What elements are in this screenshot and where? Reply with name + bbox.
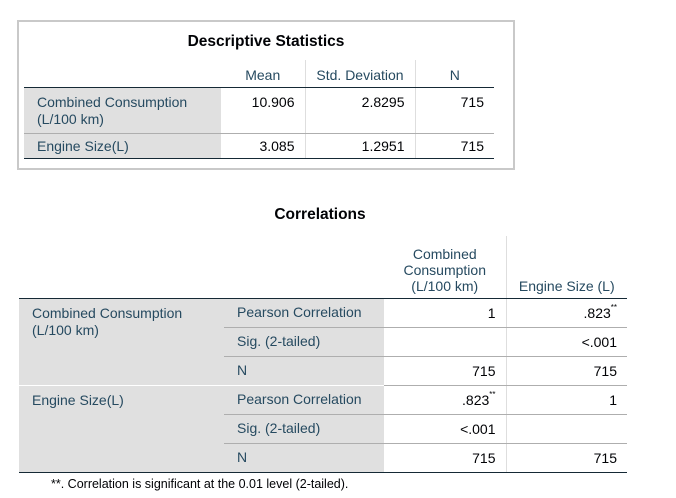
correlation-value: 715 bbox=[384, 443, 506, 473]
correlation-row: N 715 715 bbox=[19, 443, 627, 473]
statistic-label: Sig. (2-tailed) bbox=[224, 327, 384, 357]
correlation-value: 715 bbox=[384, 356, 506, 386]
descriptive-statistics-title: Descriptive Statistics bbox=[187, 33, 345, 50]
row-group-label: Combined Consumption (L/100 km) bbox=[19, 298, 224, 386]
descriptive-statistics-table: Mean Std. Deviation N Combined Consumpti… bbox=[24, 60, 494, 159]
correlations-header-row: Combined Consumption (L/100 km) Engine S… bbox=[19, 236, 627, 299]
correlation-row: Sig. (2-tailed) <.001 bbox=[19, 414, 627, 444]
correlation-row: Sig. (2-tailed) <.001 bbox=[19, 327, 627, 357]
correlations-table: Combined Consumption (L/100 km) Engine S… bbox=[19, 236, 627, 473]
n-value: 715 bbox=[415, 87, 494, 134]
column-header-n: N bbox=[415, 60, 494, 88]
statistic-label: Pearson Correlation bbox=[224, 298, 384, 328]
correlation-value: <.001 bbox=[384, 414, 506, 444]
header-corner bbox=[19, 236, 224, 299]
column-header-std-deviation: Std. Deviation bbox=[305, 60, 416, 88]
footnote: **. Correlation is significant at the 0.… bbox=[51, 477, 349, 491]
descriptive-header-row: Mean Std. Deviation N bbox=[24, 60, 494, 88]
correlation-value: 1 bbox=[384, 298, 506, 328]
correlation-row: Engine Size(L) Pearson Correlation .823*… bbox=[19, 385, 627, 473]
mean-value: 3.085 bbox=[221, 133, 306, 159]
row-group-label: Engine Size(L) bbox=[19, 385, 224, 473]
column-header-engine-size: Engine Size (L) bbox=[505, 236, 627, 299]
correlation-value: 715 bbox=[505, 356, 627, 386]
statistic-label: Pearson Correlation bbox=[224, 385, 384, 415]
correlation-value: 715 bbox=[505, 443, 627, 473]
correlation-row: N 715 715 bbox=[19, 356, 627, 386]
column-header-mean: Mean bbox=[221, 60, 306, 88]
header-corner bbox=[224, 236, 384, 299]
correlations-title: Correlations bbox=[274, 206, 366, 223]
correlation-value bbox=[384, 327, 506, 357]
row-label: Engine Size(L) bbox=[24, 133, 221, 159]
correlation-value: <.001 bbox=[505, 327, 627, 357]
statistic-label: Sig. (2-tailed) bbox=[224, 414, 384, 444]
std-deviation-value: 2.8295 bbox=[305, 87, 416, 134]
descriptive-row: Engine Size(L) 3.085 1.2951 715 bbox=[24, 133, 494, 159]
correlation-value: .823** bbox=[384, 385, 506, 415]
statistic-label: N bbox=[224, 356, 384, 386]
statistic-label: N bbox=[224, 443, 384, 473]
mean-value: 10.906 bbox=[221, 87, 306, 134]
n-value: 715 bbox=[415, 133, 494, 159]
correlation-value bbox=[505, 414, 627, 444]
descriptive-row: Combined Consumption (L/100 km) 10.906 2… bbox=[24, 87, 494, 134]
correlation-value: .823** bbox=[505, 298, 627, 328]
column-header-combined-consumption: Combined Consumption (L/100 km) bbox=[384, 236, 506, 299]
header-corner bbox=[24, 60, 221, 88]
row-label: Combined Consumption (L/100 km) bbox=[24, 87, 221, 134]
correlation-value: 1 bbox=[505, 385, 627, 415]
std-deviation-value: 1.2951 bbox=[305, 133, 416, 159]
correlation-row: Combined Consumption (L/100 km) Pearson … bbox=[19, 298, 627, 386]
